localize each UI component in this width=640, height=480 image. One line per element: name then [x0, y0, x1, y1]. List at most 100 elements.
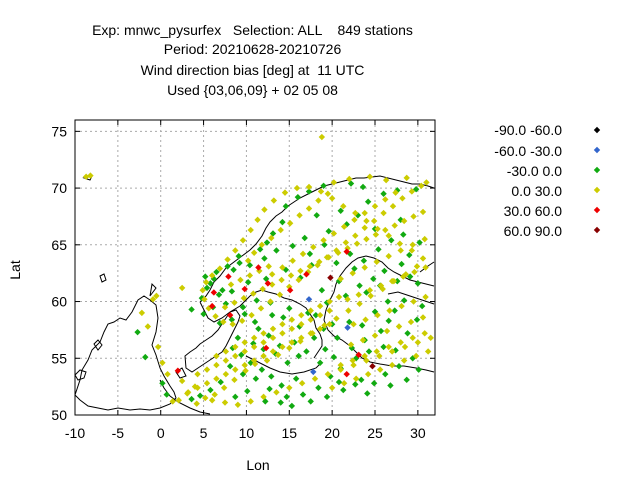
data-point	[388, 348, 396, 355]
data-point	[422, 264, 429, 271]
data-point	[335, 378, 343, 386]
data-point	[350, 361, 357, 369]
data-point	[388, 237, 395, 244]
data-point	[254, 216, 261, 224]
data-point	[241, 361, 248, 369]
chart-title-line-4: Used {03,06,09} + 02 05 08	[167, 82, 338, 98]
chart-title-line-2: Period: 20210628-20210726	[163, 41, 342, 57]
legend-marker	[593, 186, 601, 194]
data-point	[178, 284, 186, 292]
y-axis-label: Lat	[7, 260, 23, 280]
data-point	[194, 384, 201, 391]
data-point	[277, 399, 284, 406]
data-point	[238, 351, 245, 359]
data-point	[353, 240, 361, 247]
plot-frame	[74, 119, 436, 416]
data-point	[266, 385, 273, 393]
data-point	[268, 311, 276, 319]
data-point	[363, 217, 370, 225]
y-tick-label: 60	[51, 294, 67, 310]
data-point	[334, 249, 342, 256]
data-point	[413, 316, 421, 323]
data-point	[279, 330, 286, 337]
data-point	[213, 352, 220, 360]
data-point	[419, 314, 427, 321]
data-point	[400, 217, 408, 225]
data-point	[404, 330, 411, 337]
data-point	[352, 232, 359, 239]
data-point	[320, 182, 327, 190]
data-point	[221, 399, 229, 406]
legend-label-1: -90.0 -60.0	[494, 122, 562, 138]
x-tick-label: 30	[410, 425, 426, 441]
data-point	[398, 260, 405, 268]
data-point	[287, 272, 295, 279]
data-point	[250, 334, 258, 342]
data-point	[265, 263, 272, 270]
data-point	[144, 323, 152, 330]
data-point	[364, 198, 372, 205]
data-point	[298, 321, 305, 328]
data-point	[222, 300, 230, 308]
data-point	[188, 395, 195, 403]
data-point	[231, 376, 238, 384]
data-point	[422, 293, 429, 301]
data-point	[238, 317, 246, 325]
data-point	[270, 197, 278, 204]
data-point	[216, 265, 224, 272]
data-point	[202, 273, 209, 280]
data-point	[374, 311, 381, 319]
data-point	[255, 325, 262, 332]
data-point	[344, 296, 351, 303]
data-point	[343, 221, 350, 228]
data-point	[230, 266, 237, 273]
data-point	[164, 370, 171, 378]
x-tick-label: -10	[65, 425, 85, 441]
data-point	[142, 353, 149, 361]
data-point	[288, 316, 296, 323]
data-point	[340, 380, 348, 387]
data-point	[307, 316, 314, 323]
data-point	[396, 240, 404, 247]
data-point	[337, 366, 344, 373]
data-point	[412, 352, 420, 360]
data-point	[251, 318, 259, 326]
data-point	[219, 286, 226, 294]
data-point	[258, 366, 266, 373]
data-point	[268, 373, 275, 380]
data-point	[323, 393, 331, 401]
data-point	[297, 267, 304, 275]
data-point	[419, 255, 427, 262]
data-point	[202, 394, 209, 402]
data-point	[373, 258, 380, 266]
legend-marker	[593, 146, 601, 154]
data-point	[401, 343, 409, 351]
data-point	[149, 296, 157, 303]
data-point	[225, 273, 232, 280]
data-point	[87, 172, 94, 179]
data-point	[349, 269, 356, 277]
data-point	[361, 224, 368, 231]
data-point	[269, 325, 277, 332]
data-point	[207, 386, 214, 394]
data-point	[175, 397, 182, 404]
data-point	[388, 277, 396, 285]
data-point	[406, 273, 414, 280]
data-point	[232, 343, 239, 351]
data-point	[342, 239, 350, 246]
data-point	[414, 280, 422, 287]
data-point	[382, 370, 389, 378]
x-tick-label: 0	[157, 425, 165, 441]
data-point	[305, 183, 313, 191]
legend-label-5: 30.0 60.0	[503, 203, 562, 219]
data-point	[316, 311, 324, 319]
data-point	[400, 297, 408, 304]
data-point	[237, 276, 244, 284]
data-point	[278, 382, 285, 389]
data-point	[327, 274, 334, 281]
y-tick-label: 70	[51, 180, 67, 196]
data-point	[305, 188, 313, 195]
data-point	[234, 334, 242, 342]
data-point	[274, 351, 282, 359]
